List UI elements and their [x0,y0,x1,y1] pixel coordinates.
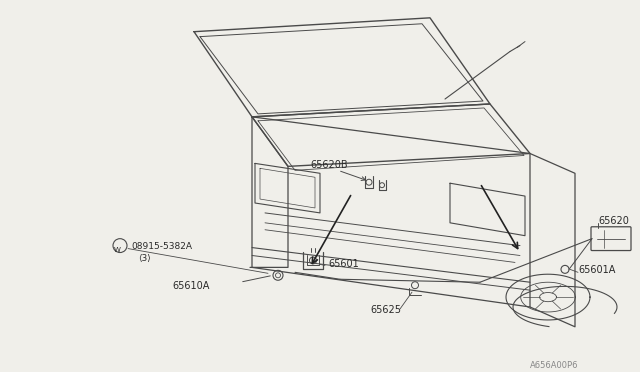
Text: 65620: 65620 [598,216,629,226]
Text: 65601A: 65601A [578,265,616,275]
Text: ⟨3⟩: ⟨3⟩ [138,253,151,263]
Text: A656A00P6: A656A00P6 [530,362,579,371]
Text: 65620B: 65620B [310,160,348,170]
Text: 08915-5382A: 08915-5382A [131,242,192,251]
Text: W: W [113,247,120,253]
Text: 65610A: 65610A [172,281,209,291]
Text: 65625: 65625 [370,305,401,315]
Text: 65601: 65601 [328,259,359,269]
